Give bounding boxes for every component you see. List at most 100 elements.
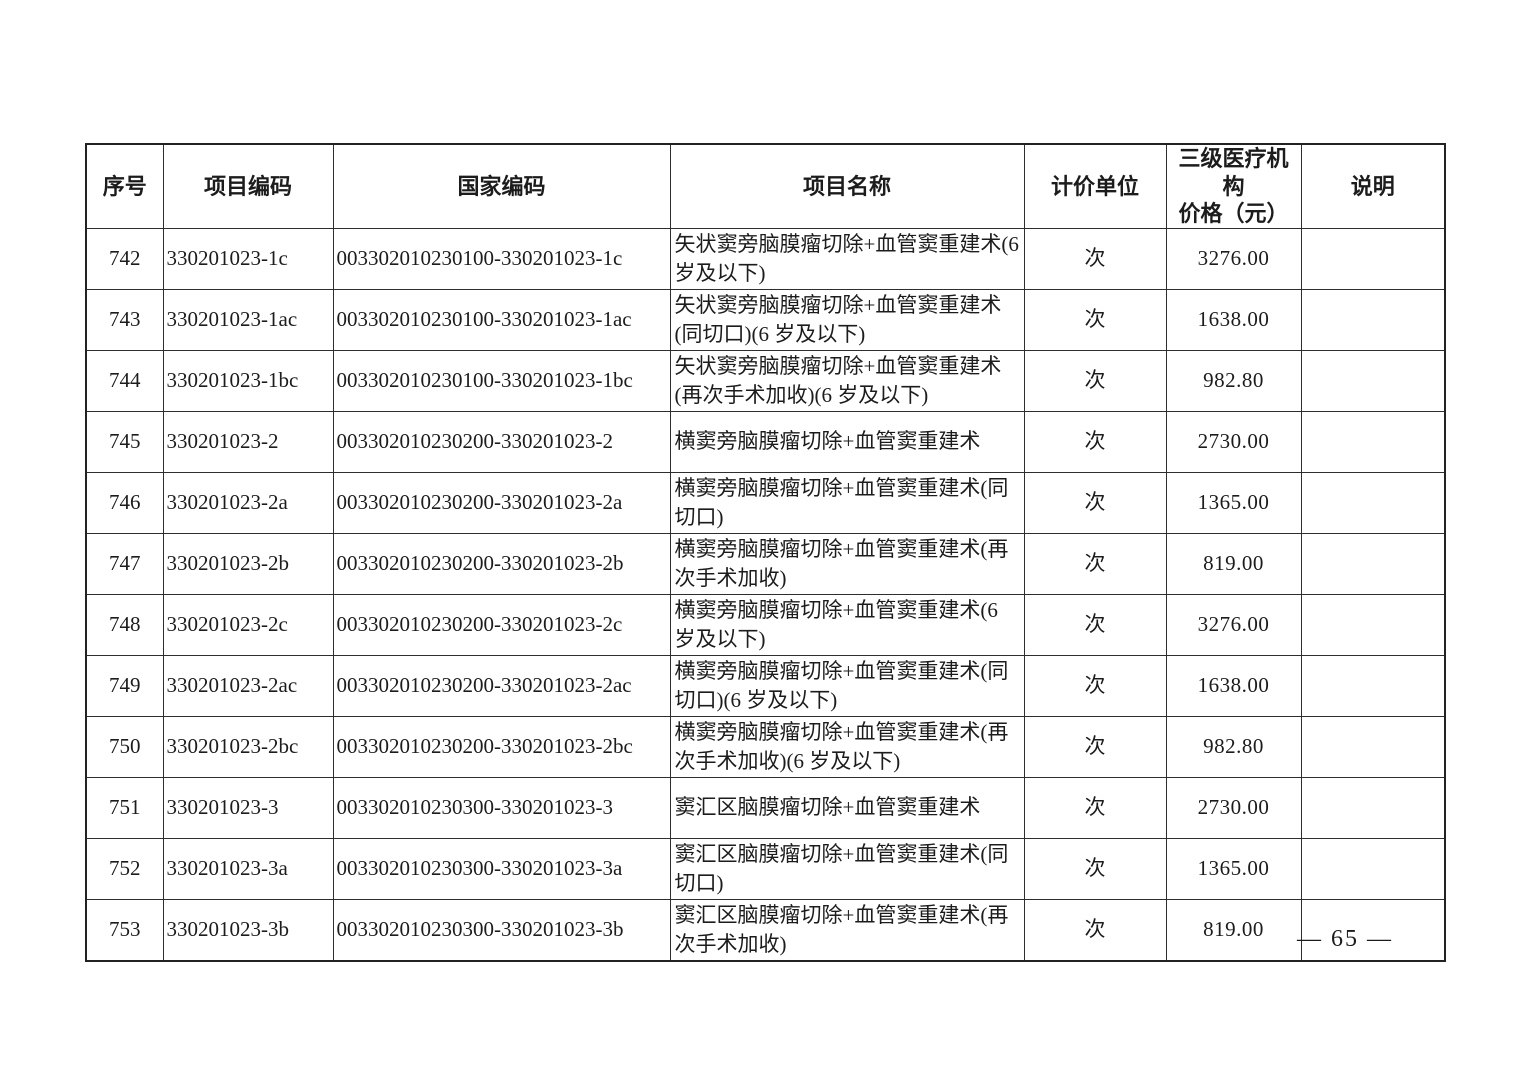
cell-note (1300, 349, 1446, 412)
cell-unit: 次 (1023, 471, 1167, 534)
header-price: 三级医疗机构 价格（元） (1165, 143, 1302, 229)
cell-unit: 次 (1023, 654, 1167, 717)
table-row: 743 330201023-1ac 003302010230100-330201… (85, 288, 1446, 351)
cell-item-code: 330201023-1c (162, 227, 334, 290)
cell-item-name: 窦汇区脑膜瘤切除+血管窦重建术 (669, 776, 1025, 839)
table-body: 742 330201023-1c 003302010230100-3302010… (85, 227, 1446, 961)
cell-unit: 次 (1023, 837, 1167, 900)
cell-note (1300, 288, 1446, 351)
cell-unit: 次 (1023, 776, 1167, 839)
cell-seq: 746 (85, 471, 164, 534)
cell-note (1300, 898, 1446, 961)
cell-note (1300, 593, 1446, 656)
cell-note (1300, 776, 1446, 839)
cell-item-code: 330201023-2a (162, 471, 334, 534)
header-item-code: 项目编码 (162, 143, 334, 229)
cell-item-code: 330201023-3 (162, 776, 334, 839)
cell-national-code: 003302010230100-330201023-1ac (332, 288, 671, 351)
cell-price: 2730.00 (1165, 410, 1302, 473)
cell-item-code: 330201023-3a (162, 837, 334, 900)
table-row: 748 330201023-2c 003302010230200-3302010… (85, 593, 1446, 656)
cell-price: 3276.00 (1165, 227, 1302, 290)
cell-item-code: 330201023-2 (162, 410, 334, 473)
table-row: 747 330201023-2b 003302010230200-3302010… (85, 532, 1446, 595)
cell-seq: 743 (85, 288, 164, 351)
cell-note (1300, 532, 1446, 595)
pricing-table-container: 序号 项目编码 国家编码 项目名称 计价单位 三级医疗机构 价格（元） 说明 7… (85, 143, 1446, 962)
cell-national-code: 003302010230200-330201023-2b (332, 532, 671, 595)
cell-item-name: 横窦旁脑膜瘤切除+血管窦重建术(同切口)(6 岁及以下) (669, 654, 1025, 717)
header-seq: 序号 (85, 143, 164, 229)
cell-seq: 750 (85, 715, 164, 778)
cell-item-name: 横窦旁脑膜瘤切除+血管窦重建术(再次手术加收)(6 岁及以下) (669, 715, 1025, 778)
cell-note (1300, 471, 1446, 534)
cell-national-code: 003302010230300-330201023-3 (332, 776, 671, 839)
cell-item-code: 330201023-1ac (162, 288, 334, 351)
cell-seq: 751 (85, 776, 164, 839)
cell-national-code: 003302010230200-330201023-2 (332, 410, 671, 473)
pricing-table: 序号 项目编码 国家编码 项目名称 计价单位 三级医疗机构 价格（元） 说明 7… (85, 143, 1446, 962)
cell-item-code: 330201023-2ac (162, 654, 334, 717)
cell-item-name: 横窦旁脑膜瘤切除+血管窦重建术(同切口) (669, 471, 1025, 534)
cell-price: 1638.00 (1165, 654, 1302, 717)
cell-note (1300, 837, 1446, 900)
cell-item-name: 矢状窦旁脑膜瘤切除+血管窦重建术(再次手术加收)(6 岁及以下) (669, 349, 1025, 412)
table-row: 745 330201023-2 003302010230200-33020102… (85, 410, 1446, 473)
cell-item-name: 横窦旁脑膜瘤切除+血管窦重建术(再次手术加收) (669, 532, 1025, 595)
header-note: 说明 (1300, 143, 1446, 229)
cell-price: 819.00 (1165, 898, 1302, 961)
cell-item-code: 330201023-1bc (162, 349, 334, 412)
cell-national-code: 003302010230200-330201023-2ac (332, 654, 671, 717)
cell-item-code: 330201023-2c (162, 593, 334, 656)
header-price-line1: 三级医疗机构 (1178, 146, 1289, 199)
header-unit: 计价单位 (1023, 143, 1167, 229)
cell-seq: 747 (85, 532, 164, 595)
cell-item-name: 横窦旁脑膜瘤切除+血管窦重建术(6 岁及以下) (669, 593, 1025, 656)
table-row: 750 330201023-2bc 003302010230200-330201… (85, 715, 1446, 778)
cell-price: 1638.00 (1165, 288, 1302, 351)
header-national-code: 国家编码 (332, 143, 671, 229)
table-row: 742 330201023-1c 003302010230100-3302010… (85, 227, 1446, 290)
header-row: 序号 项目编码 国家编码 项目名称 计价单位 三级医疗机构 价格（元） 说明 (85, 143, 1446, 229)
cell-national-code: 003302010230200-330201023-2bc (332, 715, 671, 778)
cell-note (1300, 410, 1446, 473)
cell-item-name: 矢状窦旁脑膜瘤切除+血管窦重建术(6 岁及以下) (669, 227, 1025, 290)
table-row: 744 330201023-1bc 003302010230100-330201… (85, 349, 1446, 412)
cell-national-code: 003302010230100-330201023-1c (332, 227, 671, 290)
table-row: 746 330201023-2a 003302010230200-3302010… (85, 471, 1446, 534)
cell-unit: 次 (1023, 532, 1167, 595)
header-item-name: 项目名称 (669, 143, 1025, 229)
header-price-line2: 价格（元） (1178, 201, 1289, 226)
cell-price: 1365.00 (1165, 837, 1302, 900)
page-number: — 65 — (1297, 926, 1393, 952)
cell-item-code: 330201023-2bc (162, 715, 334, 778)
cell-note (1300, 654, 1446, 717)
cell-unit: 次 (1023, 288, 1167, 351)
cell-unit: 次 (1023, 715, 1167, 778)
table-row: 749 330201023-2ac 003302010230200-330201… (85, 654, 1446, 717)
cell-seq: 753 (85, 898, 164, 961)
cell-national-code: 003302010230300-330201023-3a (332, 837, 671, 900)
cell-seq: 745 (85, 410, 164, 473)
cell-item-name: 矢状窦旁脑膜瘤切除+血管窦重建术(同切口)(6 岁及以下) (669, 288, 1025, 351)
cell-item-code: 330201023-2b (162, 532, 334, 595)
cell-unit: 次 (1023, 593, 1167, 656)
cell-price: 3276.00 (1165, 593, 1302, 656)
cell-unit: 次 (1023, 349, 1167, 412)
table-header: 序号 项目编码 国家编码 项目名称 计价单位 三级医疗机构 价格（元） 说明 (85, 143, 1446, 229)
cell-price: 819.00 (1165, 532, 1302, 595)
cell-national-code: 003302010230300-330201023-3b (332, 898, 671, 961)
cell-unit: 次 (1023, 410, 1167, 473)
cell-seq: 749 (85, 654, 164, 717)
cell-item-name: 窦汇区脑膜瘤切除+血管窦重建术(同切口) (669, 837, 1025, 900)
cell-price: 982.80 (1165, 715, 1302, 778)
table-row: 752 330201023-3a 003302010230300-3302010… (85, 837, 1446, 900)
cell-unit: 次 (1023, 227, 1167, 290)
cell-seq: 748 (85, 593, 164, 656)
cell-seq: 744 (85, 349, 164, 412)
cell-seq: 742 (85, 227, 164, 290)
cell-note (1300, 227, 1446, 290)
cell-item-code: 330201023-3b (162, 898, 334, 961)
cell-national-code: 003302010230200-330201023-2a (332, 471, 671, 534)
